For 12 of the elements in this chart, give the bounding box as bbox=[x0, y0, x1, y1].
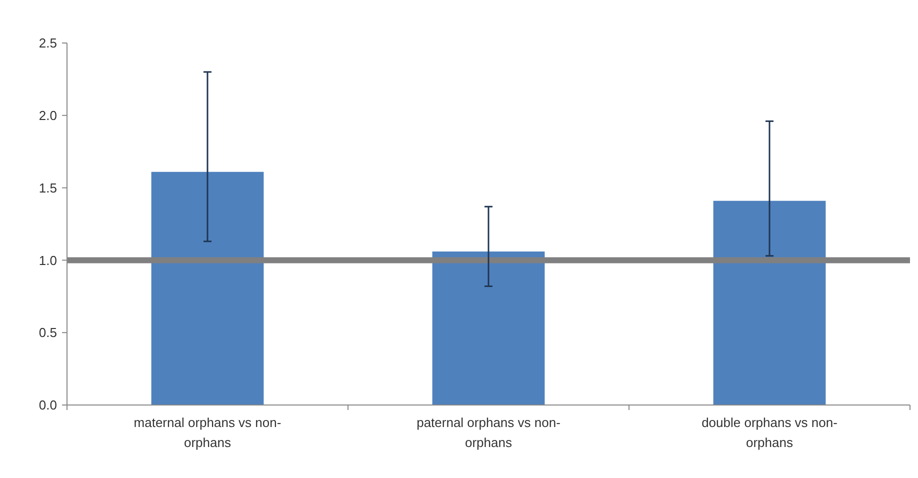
x-tick-label: double orphans vs non-orphans bbox=[702, 415, 838, 450]
y-tick-label: 0.5 bbox=[38, 325, 57, 340]
bar bbox=[713, 200, 826, 405]
y-tick-label: 0.0 bbox=[38, 398, 57, 413]
y-tick-label: 2.5 bbox=[38, 36, 57, 51]
y-tick-label: 1.5 bbox=[38, 180, 57, 196]
y-tick-label: 1.0 bbox=[38, 252, 57, 268]
bar bbox=[432, 252, 545, 405]
x-tick-label: paternal orphans vs non-orphans bbox=[416, 415, 560, 450]
x-tick-label: maternal orphans vs non-orphans bbox=[134, 415, 282, 450]
y-tick-label: 2.0 bbox=[38, 108, 57, 123]
bar bbox=[151, 172, 264, 405]
